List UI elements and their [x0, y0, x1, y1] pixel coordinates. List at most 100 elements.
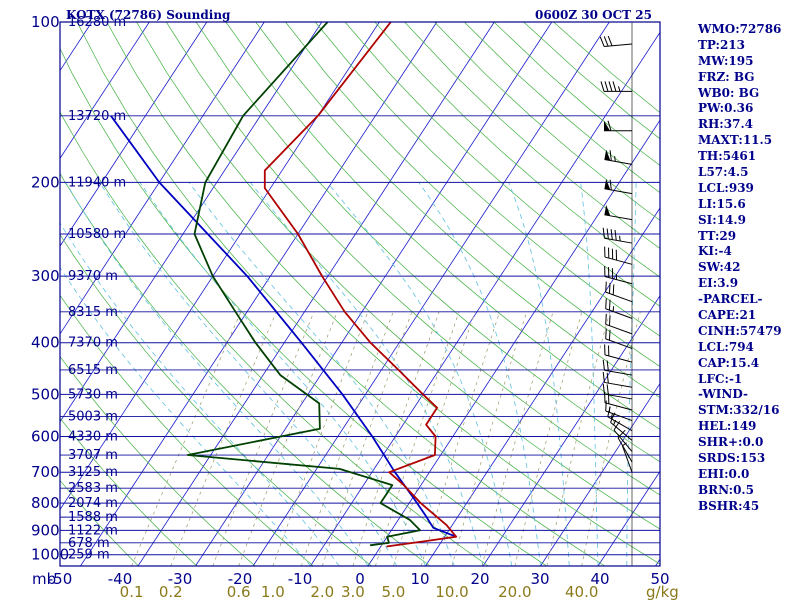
pressure-label: 400: [31, 334, 60, 352]
temperature-tick-label: -30: [168, 570, 193, 588]
sounding-index: PW:0.36: [698, 101, 754, 116]
sounding-index: SHR+:0.0: [698, 435, 764, 450]
moist-adiabat-line: [418, 182, 541, 566]
dry-adiabat-line: [225, 22, 660, 430]
parcel-trace: [110, 115, 457, 538]
sounding-index: WMO:72786: [698, 22, 782, 36]
station-title: KOTX (72786) Sounding: [66, 8, 231, 22]
isotherm-line: [310, 31, 660, 566]
wind-barb: [605, 281, 633, 303]
temperature-tick-label: 10: [410, 570, 429, 588]
temperature-tick-label: 30: [530, 570, 549, 588]
wind-barb: [600, 81, 632, 92]
sounding-index: SI:14.9: [698, 212, 746, 227]
temperature-tick-label: 40: [590, 570, 609, 588]
moist-adiabat-line: [65, 182, 369, 566]
mixing-ratio-label: 3.0: [341, 583, 365, 600]
isotherm-line: [367, 119, 660, 566]
height-label: 6515 m: [68, 363, 118, 378]
isotherm-line: [195, 22, 553, 566]
sounding-index: -WIND-: [698, 387, 748, 402]
temperature-tick-label: 20: [470, 570, 489, 588]
moist-adiabat-line: [60, 266, 311, 566]
wind-barb: [604, 178, 633, 195]
isotherm-line: [60, 22, 265, 335]
dry-adiabat-line: [404, 22, 660, 249]
mixing-ratio-label: 0.6: [227, 583, 251, 600]
height-label: 3707 m: [68, 448, 118, 463]
dry-adiabat-line: [106, 22, 660, 565]
pressure-label: 500: [31, 385, 60, 403]
sounding-index: TT:29: [698, 228, 737, 243]
temperature-tick-label: 50: [650, 570, 669, 588]
mixing-ratio-line: [420, 311, 501, 566]
dry-adiabat-line: [314, 22, 660, 337]
pressure-label: 1000: [31, 546, 69, 564]
mixing-ratio-line: [481, 311, 554, 566]
dry-adiabat-line: [285, 22, 660, 367]
dry-adiabat-line: [60, 355, 256, 566]
sounding-index: -PARCEL-: [698, 292, 763, 307]
moist-adiabat-line: [626, 182, 637, 566]
isotherm-line: [80, 22, 438, 566]
pressure-label: 900: [31, 521, 60, 539]
pressure-label: 200: [31, 173, 60, 191]
isotherm-line: [60, 22, 323, 423]
pressure-label: 700: [31, 463, 60, 481]
temperature-tick-label: -40: [108, 570, 133, 588]
sounding-index: MW:195: [698, 53, 754, 68]
sounding-index: HEL:149: [698, 419, 757, 434]
sounding-index: CAPE:21: [698, 308, 757, 323]
pressure-label: 300: [31, 267, 60, 285]
wind-barb: [604, 266, 633, 285]
sounding-index: LI:15.6: [698, 196, 746, 211]
height-label: 13720 m: [68, 109, 126, 124]
wind-barb: [617, 429, 633, 463]
wind-barb: [602, 359, 633, 376]
sounding-index: CAP:15.4: [698, 355, 760, 370]
sounding-indices-panel: WMO:72786 TP:213 MW:195 FRZ: BG WB0: BG PW:0.…: [698, 22, 798, 515]
temperature-tick-label: -50: [48, 570, 73, 588]
isotherm-line: [482, 295, 660, 566]
moist-adiabat-line: [60, 222, 340, 566]
sounding-index: TP:213: [698, 37, 746, 52]
mixing-ratio-label: 40.0: [565, 583, 598, 600]
wind-barb: [605, 313, 633, 335]
sounding-index: MAXT:11.5: [698, 133, 773, 148]
isotherm-line: [597, 470, 660, 566]
mixing-ratio-label: 5.0: [381, 583, 405, 600]
dry-adiabat-line: [374, 22, 660, 278]
height-label: 5730 m: [68, 387, 118, 402]
sounding-index: EHI:0.0: [698, 466, 750, 481]
temperature-tick-label: -20: [228, 570, 253, 588]
mixing-ratio-label: 0.1: [120, 583, 144, 600]
mixing-ratio-line: [514, 311, 583, 566]
dry-adiabat-line: [60, 172, 431, 566]
height-label: 678 m: [68, 536, 110, 551]
profiles: [110, 22, 458, 548]
pressure-label: 800: [31, 494, 60, 512]
sounding-index: STM:332/16: [698, 403, 780, 418]
dry-adiabat-line: [76, 22, 606, 566]
wind-barb: [604, 344, 633, 363]
height-label: 1588 m: [68, 510, 118, 525]
isotherm-line: [60, 22, 208, 247]
sounding-index: TH:5461: [698, 149, 757, 164]
sounding-index: L57:4.5: [698, 165, 749, 180]
moist-adiabat-line: [508, 182, 570, 566]
wind-barbs: [599, 22, 633, 566]
sounding-index: BSHR:45: [698, 498, 760, 513]
sounding-index: SRDS:153: [698, 451, 766, 466]
sounding-index: FRZ: BG: [698, 69, 755, 84]
wind-barb: [605, 298, 633, 319]
mixing-ratio-label: 10.0: [435, 583, 468, 600]
temperature-tick-label: -10: [288, 570, 313, 588]
height-label: 4330 m: [68, 430, 118, 445]
dewpoint-trace: [186, 22, 421, 547]
wind-barb: [605, 328, 633, 349]
wind-barb: [613, 421, 633, 452]
sounding-index: LCL:939: [698, 180, 754, 195]
sounding-time: 0600Z 30 OCT 25: [535, 8, 652, 22]
height-label: 3125 m: [68, 465, 118, 480]
height-label: 5003 m: [68, 409, 118, 424]
